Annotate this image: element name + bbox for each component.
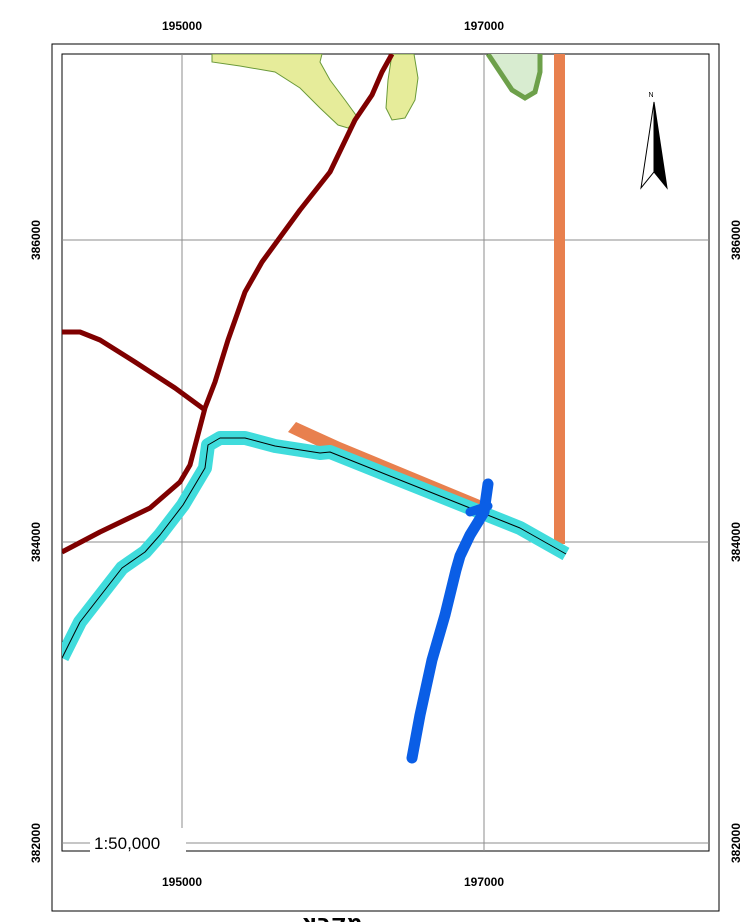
road-dark-red-branch [62,329,207,413]
y-tick-left-386000: 386000 [29,220,43,260]
road-cyan [62,431,570,662]
north-arrow-icon: N [640,92,668,190]
y-tick-right-384000: 384000 [729,522,743,562]
stream-blue-spur [465,501,493,517]
y-tick-left-384000: 384000 [29,522,43,562]
y-tick-right-382000: 382000 [729,823,743,863]
y-tick-left-382000: 382000 [29,823,43,863]
scale-box [90,828,186,854]
y-tick-right-386000: 386000 [729,220,743,260]
north-label: N [648,92,653,99]
road-cyan-centerline [62,437,567,659]
green-polygon [485,54,543,101]
x-tick-top-197000: 197000 [464,19,504,33]
road-dark-red-main [62,54,395,555]
yellow-polygon-1 [211,54,359,129]
yellow-polygon-2 [385,54,419,121]
x-tick-bottom-197000: 197000 [464,875,504,889]
map-frame [61,53,710,852]
x-tick-top-195000: 195000 [162,19,202,33]
x-tick-bottom-195000: 195000 [162,875,202,889]
scale-label: 1:50,000 [94,834,160,853]
stream-blue [406,478,494,764]
outer-frame [51,43,720,912]
orange-vertical-strip [554,54,565,544]
legend-heading: מקרא [301,911,362,922]
map-content [62,54,709,851]
